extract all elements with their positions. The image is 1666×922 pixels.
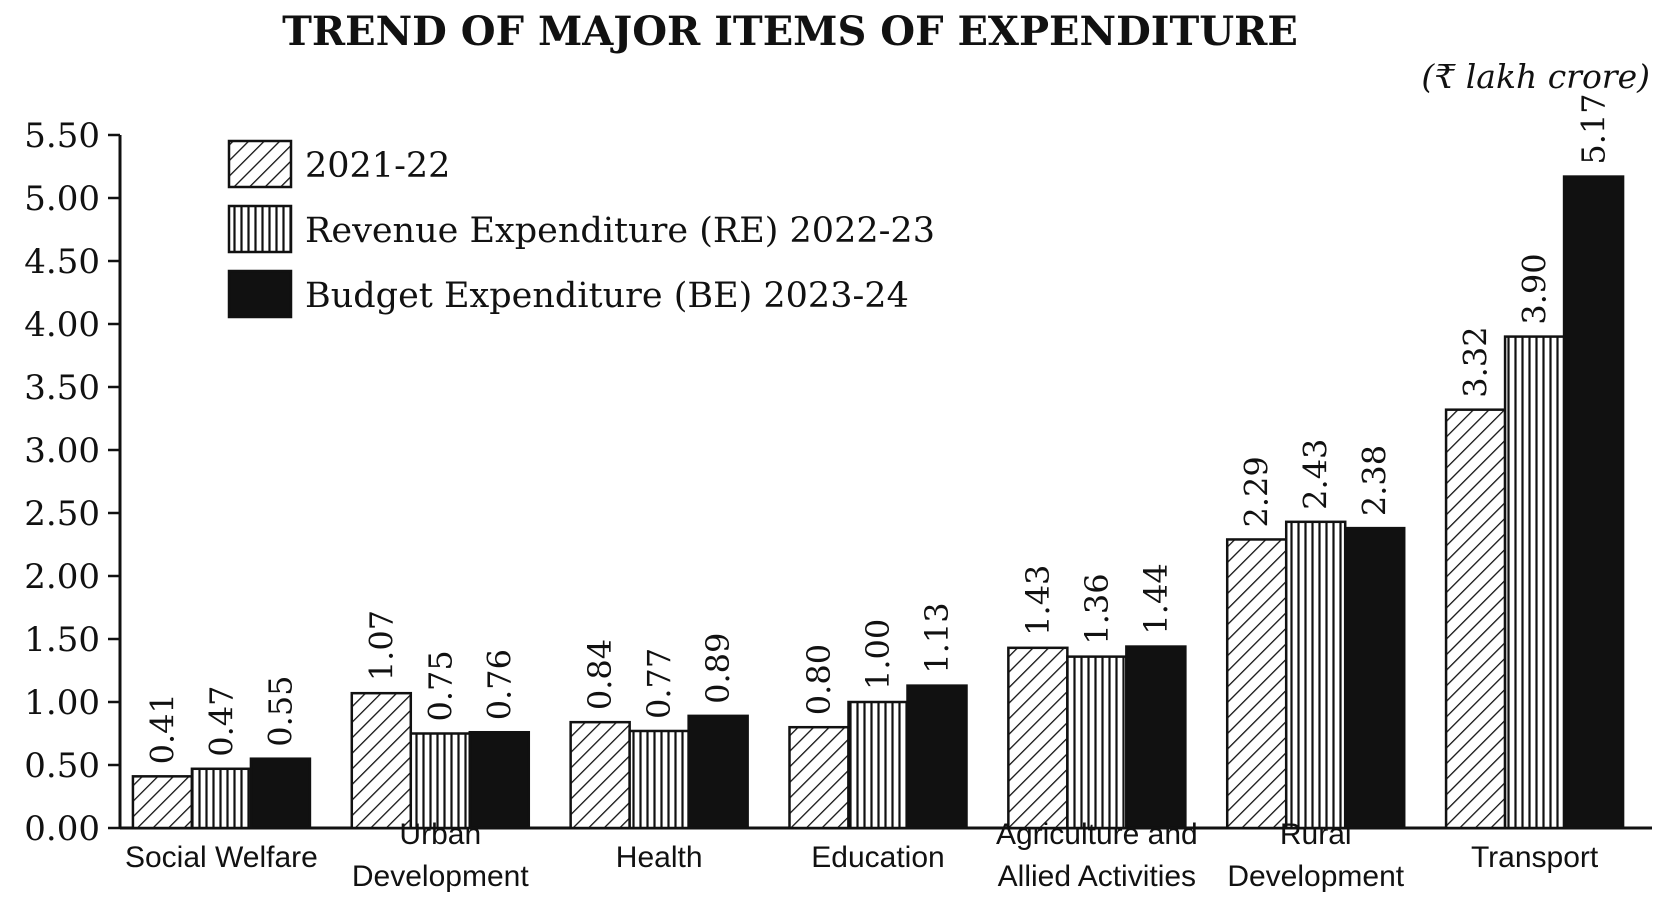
data-label: 1.00 [859, 619, 897, 690]
category-label: Transport [1471, 841, 1599, 874]
bar [409, 732, 472, 830]
data-label: 2.29 [1238, 456, 1276, 527]
legend-swatch [227, 269, 293, 319]
bar [350, 691, 413, 830]
data-label: 2.38 [1356, 445, 1394, 516]
data-label: 1.43 [1019, 565, 1057, 636]
y-tick-label: 5.50 [24, 116, 100, 156]
bar [788, 725, 850, 830]
bar [687, 714, 749, 830]
data-label: 0.84 [581, 639, 619, 710]
data-label: 1.36 [1078, 573, 1116, 644]
bar [468, 730, 531, 830]
legend-swatch [227, 204, 293, 254]
legend-label: Revenue Expenditure (RE) 2022-23 [305, 211, 935, 251]
category-label: Development [1227, 860, 1404, 893]
y-tick-label: 1.50 [24, 620, 100, 660]
data-label: 0.47 [202, 686, 240, 757]
chart-title: TREND OF MAJOR ITEMS OF EXPENDITURE [282, 8, 1298, 55]
y-tick-label: 4.50 [24, 242, 100, 282]
data-label: 1.13 [918, 602, 956, 673]
category-label: Development [352, 860, 529, 893]
data-label: 0.75 [421, 650, 459, 721]
category-label: Education [811, 841, 944, 874]
bar [1503, 335, 1566, 830]
bar [1066, 655, 1128, 830]
data-label: 2.43 [1297, 439, 1335, 510]
category-label: Health [616, 841, 703, 874]
bar [1562, 175, 1625, 830]
bar [249, 757, 312, 830]
legend-label: 2021-22 [305, 146, 450, 186]
data-label: 5.17 [1575, 93, 1613, 164]
bar [1444, 408, 1507, 830]
legend-swatch [227, 139, 293, 189]
y-tick-label: 2.00 [24, 557, 100, 597]
data-label: 0.89 [699, 633, 737, 704]
category-label: Agriculture and [996, 818, 1198, 851]
data-label: 0.76 [480, 649, 518, 720]
bar [847, 700, 909, 830]
axes: 0.00 0.50 1.00 1.50 2.00 2.50 3.00 3.50 4.00 4.50… [24, 116, 1652, 849]
data-label: 0.77 [640, 648, 678, 719]
data-label: 0.41 [143, 693, 181, 764]
bar [1125, 645, 1187, 830]
bar [131, 775, 194, 830]
unit-label: (₹ lakh crore) [1421, 57, 1650, 96]
data-label: 0.55 [261, 675, 299, 746]
bar [1343, 526, 1406, 830]
data-label: 1.07 [362, 610, 400, 681]
y-tick-label: 0.50 [24, 746, 100, 786]
bar [906, 684, 968, 830]
y-tick-label: 4.00 [24, 305, 100, 345]
legend: 2021-22 Revenue Expenditure (RE) 2022-23 B… [227, 139, 935, 319]
category-label: Allied Activities [998, 860, 1196, 893]
bars-group: 0.41 0.47 0.55 Social Welfare 1.07 0.75 0.76 Ur… [125, 93, 1625, 893]
data-label: 3.90 [1516, 253, 1554, 324]
bar [1007, 646, 1069, 830]
y-tick-label: 3.50 [24, 368, 100, 408]
bar [190, 767, 253, 830]
bar [628, 729, 690, 830]
data-label: 1.44 [1137, 563, 1175, 634]
y-tick-label: 2.50 [24, 494, 100, 534]
category-label: Rural [1280, 818, 1352, 851]
data-label: 0.80 [800, 644, 838, 715]
data-label: 3.32 [1457, 326, 1495, 397]
bar [1225, 538, 1288, 830]
y-tick-label: 1.00 [24, 683, 100, 723]
category-label: Urban [399, 818, 481, 851]
bar [569, 720, 631, 830]
y-tick-label: 5.00 [24, 179, 100, 219]
category-label: Social Welfare [125, 841, 318, 874]
y-tick-label: 3.00 [24, 431, 100, 471]
y-tick-label: 0.00 [24, 809, 100, 849]
bar [1284, 520, 1347, 830]
legend-label: Budget Expenditure (BE) 2023-24 [305, 276, 909, 316]
